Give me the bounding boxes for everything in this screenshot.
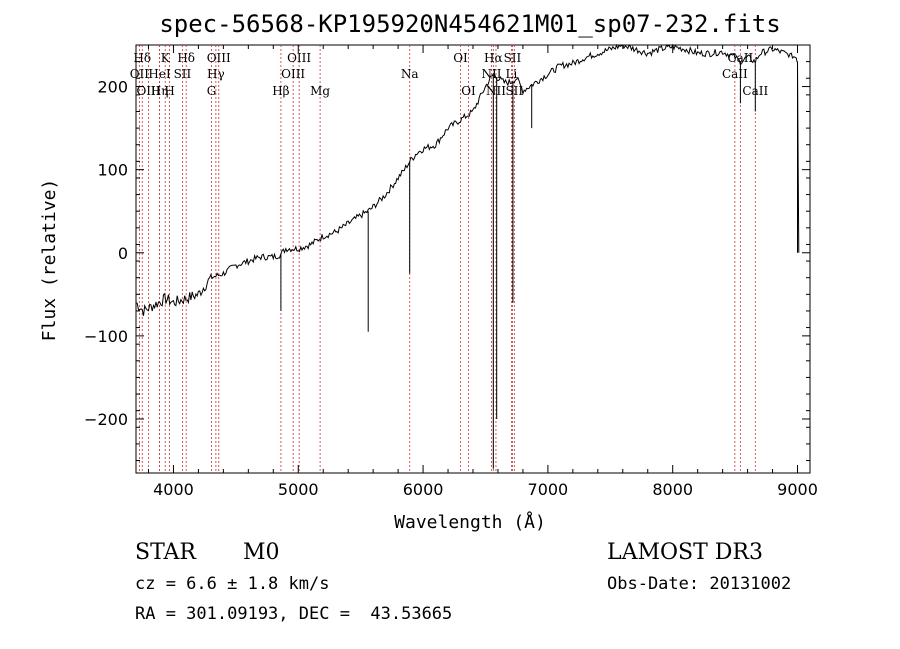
- x-axis: 4000 5000 6000 7000 8000 9000: [147, 45, 818, 499]
- line-label: OIII: [136, 84, 160, 98]
- line-label: Hα: [484, 51, 503, 65]
- line-label: OIII: [281, 67, 305, 81]
- coordinates: RA = 301.09193, DEC = 43.53665: [135, 604, 453, 624]
- x-tick-label: 6000: [403, 480, 444, 499]
- line-label: HeI: [148, 67, 171, 81]
- x-tick-label: 8000: [652, 480, 693, 499]
- y-tick-label: 0: [118, 244, 128, 263]
- line-label: Li: [506, 67, 518, 81]
- line-label: OI: [461, 84, 476, 98]
- line-label: Hδ: [133, 51, 151, 65]
- line-label: Hγ: [207, 67, 225, 81]
- line-label: Na: [401, 67, 419, 81]
- y-tick-label: −200: [84, 410, 128, 429]
- series-spectrum: [135, 43, 800, 469]
- line-label: Hδ: [177, 51, 195, 65]
- line-label: OII: [130, 67, 150, 81]
- observation-date: Obs-Date: 20131002: [607, 574, 792, 594]
- y-axis: −200 −100 0 100 200: [84, 44, 810, 462]
- line-label: Mg: [310, 84, 330, 98]
- x-axis-label: Wavelength (Å): [394, 511, 546, 533]
- line-label: SII: [174, 67, 192, 81]
- line-label: CaII: [722, 67, 748, 81]
- x-tick-label: 9000: [777, 480, 818, 499]
- x-tick-label: 7000: [528, 480, 569, 499]
- y-tick-label: −100: [84, 327, 128, 346]
- line-label: Hη: [151, 84, 169, 98]
- line-label: H: [164, 84, 174, 98]
- x-tick-label: 4000: [153, 480, 194, 499]
- line-label: NII: [486, 84, 506, 98]
- object-class: STAR: [135, 540, 196, 565]
- emission-line-guides: [138, 45, 756, 473]
- line-label: NII: [481, 67, 501, 81]
- object-subclass: M0: [243, 540, 280, 565]
- chart-title: spec-56568-KP195920N454621M01_sp07-232.f…: [159, 10, 780, 38]
- redshift-velocity: cz = 6.6 ± 1.8 km/s: [135, 574, 330, 594]
- line-label: SII: [504, 51, 522, 65]
- line-label: OIII: [207, 51, 231, 65]
- line-label: CaII: [742, 84, 768, 98]
- survey-name: LAMOST DR3: [607, 540, 763, 565]
- line-label: Hβ: [272, 84, 289, 98]
- line-label: G: [207, 84, 217, 98]
- y-tick-label: 100: [97, 161, 128, 180]
- line-label: K: [161, 51, 171, 65]
- line-label: OIII: [287, 51, 311, 65]
- y-tick-label: 200: [97, 78, 128, 97]
- line-label: SII: [505, 84, 523, 98]
- x-tick-label: 5000: [278, 480, 319, 499]
- line-label: OI: [453, 51, 468, 65]
- line-label: CaII: [727, 51, 753, 65]
- y-axis-label: Flux (relative): [39, 179, 60, 342]
